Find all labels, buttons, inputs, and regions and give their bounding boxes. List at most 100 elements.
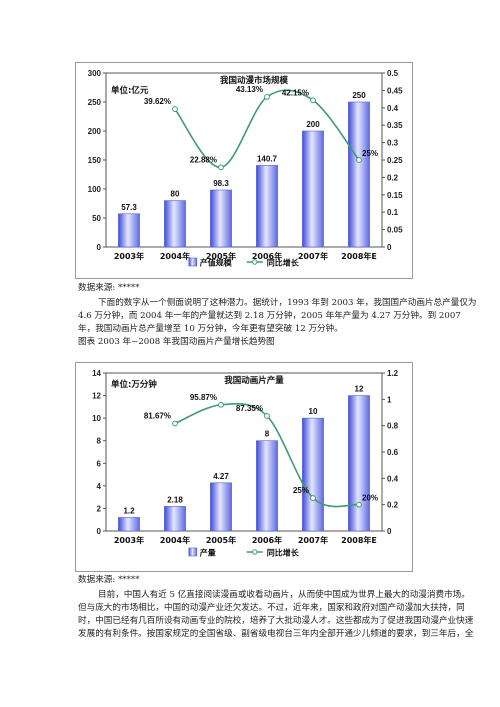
right-axis-tick-label: 0.3 (387, 139, 399, 148)
growth-point (310, 495, 316, 501)
bar (302, 130, 324, 248)
category-label: 2006年 (252, 535, 282, 545)
growth-point (310, 97, 316, 104)
left-axis-tick-label: 200 (88, 127, 102, 136)
bar-value-label: 200 (306, 120, 320, 129)
plot-frame (105, 372, 383, 532)
category-label: 2003年 (114, 535, 144, 545)
bar (164, 506, 186, 532)
left-axis-tick-label: 100 (88, 185, 102, 194)
legend-line-label: 同比增长 (267, 258, 300, 268)
bar-value-label: 8 (265, 430, 270, 439)
bar-value-label: 10 (309, 407, 318, 416)
right-axis-tick-label: 0 (387, 527, 392, 536)
right-axis-tick-label: 0.1 (387, 208, 399, 217)
bar-value-label: 1.2 (123, 506, 135, 515)
right-axis-tick-label: 0.45 (387, 86, 403, 95)
bar (164, 200, 186, 248)
chart-caption: 图表 2003 年~2008 年我国动画片产量增长趋势图 (78, 337, 275, 347)
source-note-1: 数据来源: ***** (78, 283, 140, 293)
category-label: 2003年 (114, 251, 144, 261)
bar-value-label: 57.3 (121, 203, 137, 212)
growth-point (218, 164, 224, 171)
bar (210, 189, 232, 248)
left-axis-tick-label: 300 (88, 69, 102, 78)
right-axis-tick-label: 0.2 (387, 173, 399, 182)
right-axis-tick-label: 0.5 (387, 69, 399, 78)
right-axis-tick-label: 1.2 (387, 369, 399, 378)
legend-bar-label: 产值规模 (200, 258, 233, 268)
market-size-chart: 0 50 100 150 200 250 300 0 0.05 0.1 0.15 0.2 0.25 0.3… (75, 62, 413, 279)
bar (256, 440, 278, 532)
left-axis-tick-label: 14 (92, 369, 101, 378)
left-axis-tick-label: 0 (97, 243, 102, 252)
left-axis-tick-label: 8 (97, 437, 102, 446)
growth-point (356, 157, 362, 163)
legend-line-label: 同比增长 (267, 548, 300, 558)
right-axis-tick-label: 0.05 (387, 226, 403, 235)
growth-point (172, 106, 178, 113)
bar (256, 165, 278, 248)
bar-value-label: 98.3 (213, 179, 229, 188)
chart-title: 我国动漫市场规模 (220, 75, 289, 86)
right-axis-tick-label: 0.25 (387, 156, 403, 165)
left-axis-tick-label: 10 (92, 414, 101, 423)
paragraph-2-line-3: 时，中国已经有几百所设有动画专业的院校，培养了大批动漫人才。这些都成为了促进我国… (78, 616, 474, 626)
legend-bar-swatch (188, 257, 198, 267)
right-axis-tick-label: 0.8 (387, 422, 399, 431)
growth-value-label: 25% (293, 486, 309, 495)
growth-line (174, 89, 360, 169)
growth-value-label: 39.62% (144, 97, 171, 106)
bar-value-label: 80 (171, 190, 180, 199)
left-axis-tick-label: 12 (92, 392, 101, 401)
left-axis-tick-label: 6 (97, 459, 102, 468)
growth-point (264, 413, 270, 419)
legend-line-marker (252, 259, 258, 265)
growth-value-label: 20% (362, 494, 378, 503)
bar-value-label: 4.27 (213, 472, 229, 481)
chart-title: 我国动画片产量 (224, 375, 284, 386)
category-label: 2006年 (252, 251, 282, 261)
growth-value-label: 25% (362, 149, 378, 158)
left-axis-tick-label: 150 (88, 156, 102, 165)
legend-bar-label: 产量 (200, 548, 216, 558)
growth-point (218, 401, 224, 408)
market-size-chart-svg: 0 50 100 150 200 250 300 0 0.05 0.1 0.15 0.2 0.25 0.3… (88, 69, 403, 268)
bar-value-label: 2.18 (167, 495, 183, 504)
bar (348, 101, 370, 248)
bar (348, 395, 370, 532)
animation-output-chart: 0 2 4 6 8 10 12 14 0 0.2 0.4 0.6 0.8 1 1.2 我国动画片产量 单位:万分… (75, 362, 413, 572)
right-axis-tick-label: 0.6 (387, 448, 399, 457)
unit-label: 单位:万分钟 (111, 379, 157, 390)
paragraph-2-line-1: 目前，中国人有近 5 亿直接阅读漫画或收看动画片，从而使中国成为世界上最大的动漫… (98, 590, 470, 600)
legend-bar-swatch (188, 547, 198, 557)
paragraph-1-line-2: 4.6 万分钟，而 2004 年一年的产量就达到 2.18 万分钟，2005 年… (78, 311, 461, 321)
category-label: 2004年 (160, 535, 190, 545)
right-axis-tick-label: 0.2 (387, 501, 399, 510)
paragraph-1-line-3: 年，我国动画片总产量增至 10 万分钟，今年更有望突破 12 万分钟。 (78, 324, 343, 334)
paragraph-2-line-4: 发展的有利条件。按国家规定的全国省级、副省级电视台三年内全部开通少儿频道的要求，… (78, 629, 474, 639)
category-label: 2008年E (341, 535, 377, 545)
animation-output-chart-svg: 0 2 4 6 8 10 12 14 0 0.2 0.4 0.6 0.8 1 1.2 我国动画片产量 单位:万分… (92, 369, 399, 558)
left-axis-tick-label: 50 (92, 214, 101, 223)
right-axis-tick-label: 0.4 (387, 474, 399, 483)
category-label: 2005年 (206, 535, 236, 545)
bar-value-label: 140.7 (257, 154, 278, 163)
right-axis-tick-label: 0.35 (387, 121, 403, 130)
bar-value-label: 12 (355, 385, 364, 394)
category-label: 2004年 (160, 251, 190, 261)
paragraph-1-line-1: 下面的数字从一个侧面说明了这种潜力。据统计，1993 年到 2003 年，我国国… (98, 298, 477, 308)
growth-value-label: 95.87% (190, 393, 217, 402)
right-axis-tick-label: 0 (387, 243, 392, 252)
growth-value-label: 81.67% (144, 411, 171, 420)
left-axis-tick-label: 4 (97, 482, 102, 491)
category-label: 2007年 (298, 535, 328, 545)
growth-value-label: 42.15% (282, 88, 309, 97)
unit-label: 单位:亿元 (111, 85, 149, 96)
right-axis-tick-label: 0.15 (387, 191, 403, 200)
source-note-2: 数据来源: ***** (78, 575, 140, 585)
growth-point (172, 420, 178, 427)
left-axis-tick-label: 250 (88, 98, 102, 107)
growth-value-label: 43.13% (236, 85, 263, 94)
left-axis-tick-label: 0 (97, 527, 102, 536)
